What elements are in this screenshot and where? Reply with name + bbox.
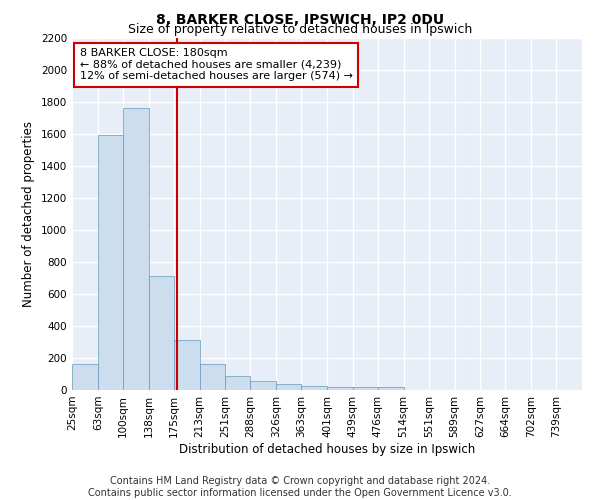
Y-axis label: Number of detached properties: Number of detached properties	[22, 120, 35, 306]
Bar	[276, 384, 301, 390]
Bar	[353, 387, 378, 390]
Bar	[225, 376, 250, 390]
Bar	[174, 340, 199, 390]
Bar	[301, 386, 327, 390]
Bar	[149, 276, 174, 390]
X-axis label: Distribution of detached houses by size in Ipswich: Distribution of detached houses by size …	[179, 442, 475, 456]
Text: 8 BARKER CLOSE: 180sqm
← 88% of detached houses are smaller (4,239)
12% of semi-: 8 BARKER CLOSE: 180sqm ← 88% of detached…	[80, 48, 353, 82]
Bar	[123, 108, 149, 390]
Bar	[98, 135, 123, 390]
Bar	[199, 364, 225, 390]
Text: Size of property relative to detached houses in Ipswich: Size of property relative to detached ho…	[128, 24, 472, 36]
Bar	[250, 381, 276, 390]
Text: Contains HM Land Registry data © Crown copyright and database right 2024.
Contai: Contains HM Land Registry data © Crown c…	[88, 476, 512, 498]
Text: 8, BARKER CLOSE, IPSWICH, IP2 0DU: 8, BARKER CLOSE, IPSWICH, IP2 0DU	[156, 12, 444, 26]
Bar	[72, 364, 98, 390]
Bar	[378, 387, 404, 390]
Bar	[327, 387, 353, 390]
